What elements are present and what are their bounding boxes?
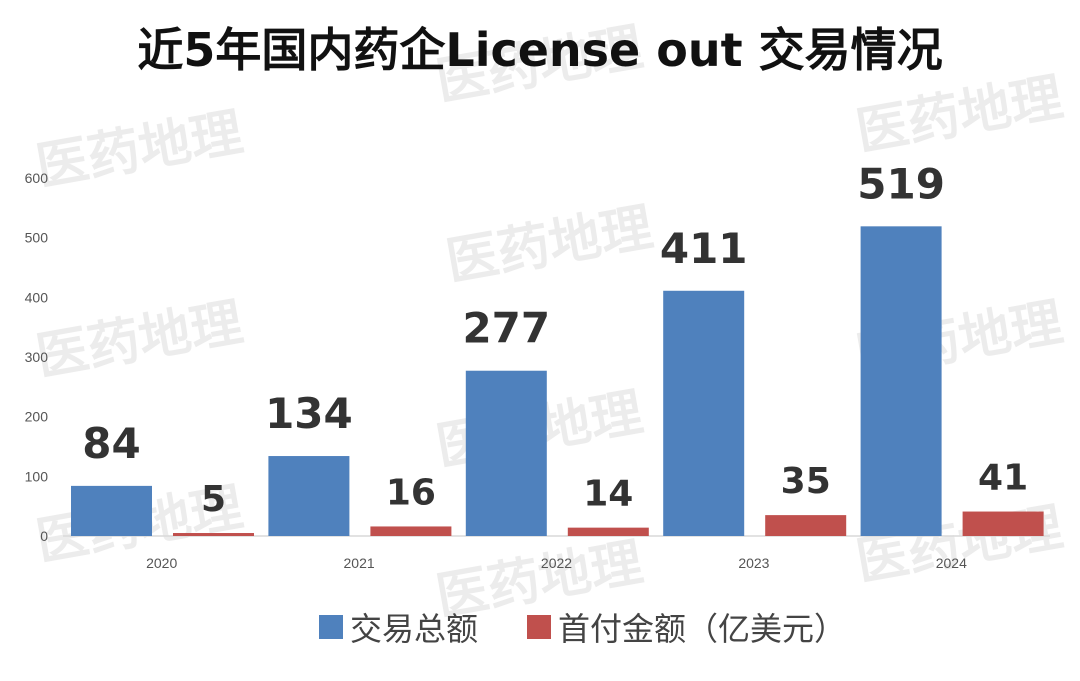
data-label-upfront: 14: [583, 474, 633, 515]
legend-swatch-total: [319, 615, 343, 639]
legend-swatch-upfront: [527, 615, 551, 639]
bar-total: [465, 370, 547, 536]
chart-title: 近5年国内药企License out 交易情况: [137, 23, 942, 77]
y-tick-label: 100: [25, 468, 49, 484]
x-tick-label: 2021: [344, 555, 375, 571]
bar-total: [663, 290, 745, 536]
watermark-text: 医药地理: [852, 68, 1067, 163]
x-tick-label: 2020: [146, 555, 177, 571]
x-tick-label: 2024: [936, 555, 967, 571]
bar-upfront: [567, 527, 649, 536]
data-label-upfront: 5: [201, 479, 226, 520]
data-label-total: 277: [462, 304, 550, 353]
legend: 交易总额 首付金额（亿美元）: [319, 610, 846, 648]
legend-label-total: 交易总额: [350, 610, 478, 648]
data-label-total: 134: [265, 389, 353, 438]
data-label-total: 84: [82, 419, 140, 468]
bar-total: [860, 226, 942, 536]
bar-total: [268, 456, 350, 536]
x-tick-label: 2022: [541, 555, 572, 571]
y-tick-label: 300: [25, 349, 49, 365]
watermark-text: 医药地理: [32, 103, 247, 198]
bar-total: [71, 485, 152, 536]
x-tick-label: 2023: [738, 555, 769, 571]
data-label-total: 411: [660, 224, 748, 273]
y-tick-label: 600: [25, 170, 49, 186]
data-label-upfront: 35: [781, 461, 831, 502]
y-tick-label: 0: [40, 528, 48, 544]
watermark-text: 医药地理: [32, 293, 247, 388]
watermark-text: 医药地理: [442, 198, 657, 293]
y-tick-label: 500: [25, 230, 49, 246]
data-label-upfront: 41: [978, 458, 1028, 499]
legend-label-upfront: 首付金额（亿美元）: [558, 610, 846, 648]
bar-upfront: [173, 533, 254, 536]
y-tick-label: 200: [25, 409, 49, 425]
bar-upfront: [962, 511, 1044, 536]
bar-upfront: [765, 515, 847, 536]
bar-upfront: [370, 526, 452, 536]
data-label-total: 519: [857, 159, 945, 208]
y-tick-label: 400: [25, 289, 49, 305]
data-label-upfront: 16: [386, 472, 436, 513]
